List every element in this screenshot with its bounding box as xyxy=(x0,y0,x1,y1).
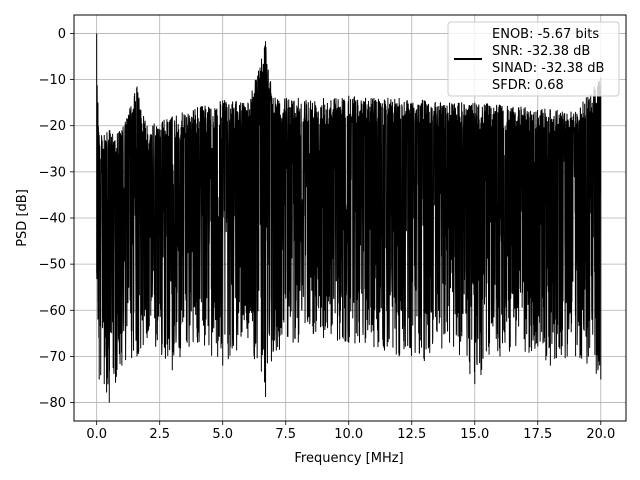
y-tick-label: −80 xyxy=(39,396,66,411)
y-tick-label: −40 xyxy=(39,212,66,227)
y-tick-label: −30 xyxy=(39,165,66,180)
legend-snr: SNR: -32.38 dB xyxy=(492,44,590,59)
x-tick-label: 20.0 xyxy=(586,427,615,442)
y-tick-label: −10 xyxy=(39,73,66,88)
x-tick-label: 10.0 xyxy=(334,427,363,442)
y-tick-label: −60 xyxy=(39,304,66,319)
x-tick-label: 7.5 xyxy=(275,427,296,442)
x-tick-label: 15.0 xyxy=(460,427,489,442)
x-tick-label: 17.5 xyxy=(523,427,552,442)
y-axis-label: PSD [dB] xyxy=(15,189,30,247)
legend-sfdr: SFDR: 0.68 xyxy=(492,78,564,93)
psd-series-line xyxy=(96,33,602,403)
series-layer xyxy=(96,33,602,403)
legend: ENOB: -5.67 bits SNR: -32.38 dB SINAD: -… xyxy=(447,21,620,97)
y-tick-label: −20 xyxy=(39,119,66,134)
plot-area xyxy=(96,33,602,403)
legend-enob: ENOB: -5.67 bits xyxy=(492,27,599,42)
x-tick-label: 5.0 xyxy=(212,427,233,442)
y-tick-label: −50 xyxy=(39,258,66,273)
x-axis-label: Frequency [MHz] xyxy=(294,451,403,466)
legend-sinad: SINAD: -32.38 dB xyxy=(492,61,604,76)
y-ticks: 0 −10 −20 −30 −40 −50 −60 −70 −80 xyxy=(39,27,74,411)
x-tick-label: 2.5 xyxy=(149,427,170,442)
x-ticks: 0.0 2.5 5.0 7.5 10.0 12.5 15.0 17.5 20.0 xyxy=(86,421,615,442)
legend-box xyxy=(447,21,620,97)
y-tick-label: 0 xyxy=(58,27,66,42)
x-tick-label: 12.5 xyxy=(397,427,426,442)
y-tick-label: −70 xyxy=(39,350,66,365)
x-tick-label: 0.0 xyxy=(86,427,107,442)
